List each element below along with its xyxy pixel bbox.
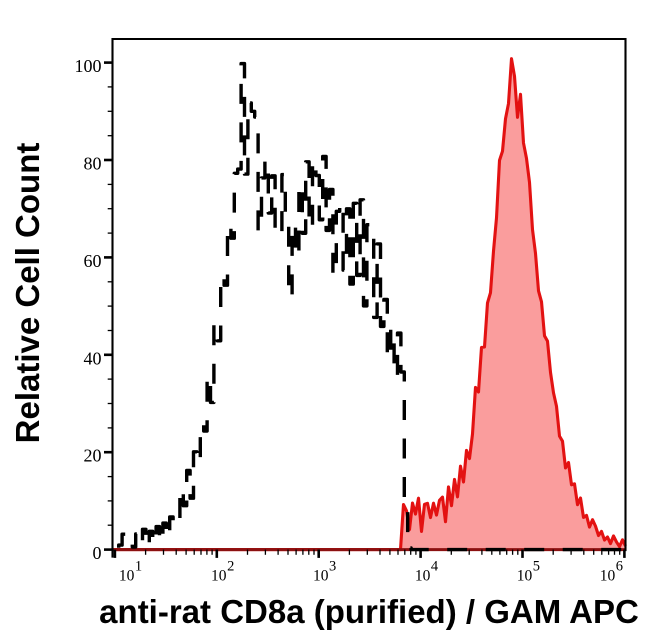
svg-text:2: 2	[227, 559, 234, 575]
svg-text:0: 0	[93, 543, 102, 563]
svg-text:6: 6	[616, 559, 623, 575]
svg-text:10: 10	[600, 568, 616, 585]
svg-text:10: 10	[313, 568, 329, 585]
svg-text:80: 80	[84, 154, 102, 174]
svg-text:20: 20	[84, 446, 102, 466]
svg-text:10: 10	[211, 568, 227, 585]
svg-text:40: 40	[84, 348, 102, 368]
svg-text:10: 10	[119, 568, 135, 585]
svg-text:1: 1	[135, 559, 142, 575]
svg-text:4: 4	[431, 559, 439, 575]
svg-text:10: 10	[415, 568, 431, 585]
svg-text:10: 10	[517, 568, 533, 585]
svg-text:3: 3	[329, 559, 336, 575]
svg-text:60: 60	[84, 251, 102, 271]
svg-text:5: 5	[533, 559, 540, 575]
svg-text:100: 100	[75, 56, 102, 76]
